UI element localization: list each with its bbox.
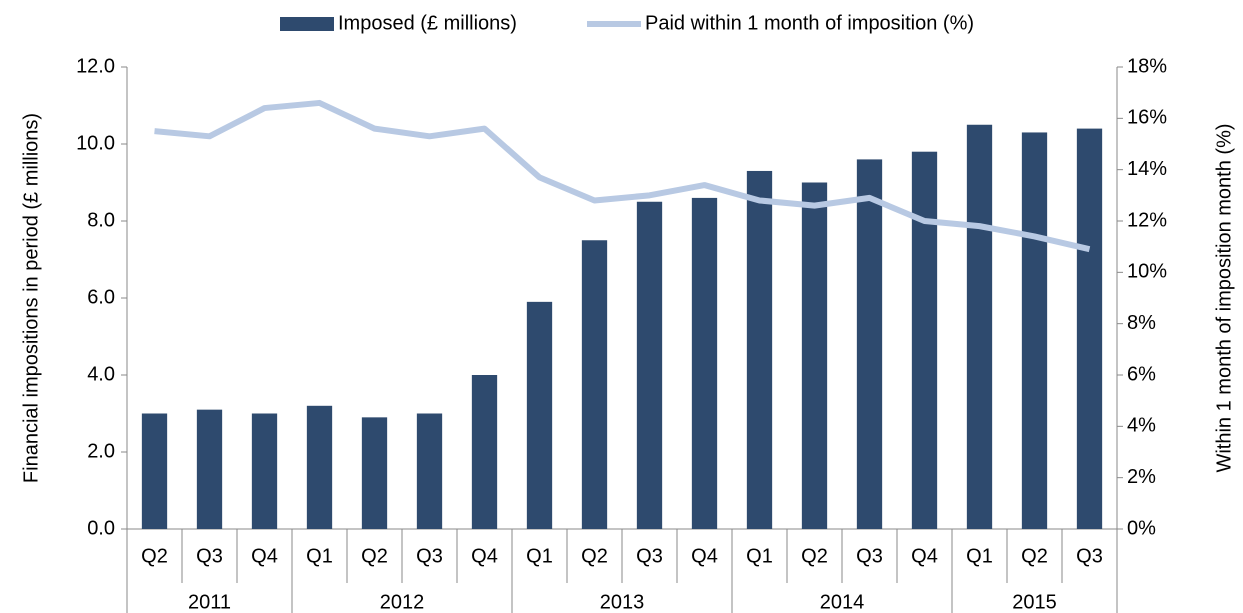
bar [801, 182, 828, 529]
y2-tick-label: 4% [1127, 415, 1156, 437]
bar [856, 159, 883, 529]
y2-tick-label: 18% [1127, 55, 1167, 77]
legend-label: Paid within 1 month of imposition (%) [645, 12, 974, 34]
x-group-label: 2014 [820, 591, 865, 613]
y-tick-label: 12.0 [76, 55, 115, 77]
y-tick-label: 10.0 [76, 132, 115, 154]
y-tick-label: 6.0 [87, 286, 115, 308]
x-tick-label: Q4 [691, 545, 718, 567]
y2-axis-label: Within 1 month of imposition month (%) [1213, 123, 1235, 472]
y2-tick-label: 0% [1127, 517, 1156, 539]
bar [966, 124, 993, 529]
y2-tick-label: 2% [1127, 466, 1156, 488]
y2-tick-label: 14% [1127, 158, 1167, 180]
bar [416, 413, 443, 529]
x-group-label: 2011 [188, 591, 231, 613]
bar [196, 409, 223, 529]
x-tick-label: Q1 [746, 545, 773, 567]
x-tick-label: Q2 [581, 545, 608, 567]
x-tick-label: Q2 [1021, 545, 1048, 567]
x-tick-label: Q4 [471, 545, 498, 567]
bar [581, 240, 608, 529]
y-tick-label: 2.0 [87, 440, 115, 462]
bar [911, 151, 938, 529]
x-tick-label: Q3 [636, 545, 663, 567]
x-group-label: 2013 [600, 591, 645, 613]
bar [251, 413, 278, 529]
x-tick-label: Q2 [141, 545, 168, 567]
x-group-label: 2012 [380, 591, 425, 613]
y-axis-label: Financial impositions in period (£ milli… [20, 113, 42, 483]
y2-tick-label: 6% [1127, 363, 1156, 385]
legend-label: Imposed (£ millions) [338, 12, 517, 34]
bar [691, 197, 718, 529]
y-tick-label: 0.0 [87, 517, 115, 539]
y2-tick-label: 10% [1127, 261, 1167, 283]
x-tick-label: Q1 [306, 545, 333, 567]
bar [306, 405, 333, 529]
bar [1021, 132, 1048, 529]
y2-tick-label: 12% [1127, 209, 1167, 231]
bar [361, 417, 388, 529]
x-tick-label: Q3 [1076, 545, 1103, 567]
x-tick-label: Q3 [196, 545, 223, 567]
bar [636, 201, 663, 529]
bar [1076, 128, 1103, 529]
x-tick-label: Q1 [526, 545, 553, 567]
x-tick-label: Q2 [801, 545, 828, 567]
bar [746, 170, 773, 529]
x-tick-label: Q3 [416, 545, 443, 567]
x-tick-label: Q4 [911, 545, 938, 567]
bar [141, 413, 168, 529]
line [154, 99, 1091, 253]
x-group-label: 2015 [1012, 591, 1057, 613]
y2-tick-label: 8% [1127, 312, 1156, 334]
bar [471, 375, 498, 529]
x-tick-label: Q2 [361, 545, 388, 567]
y2-tick-label: 16% [1127, 107, 1167, 129]
x-tick-label: Q4 [251, 545, 278, 567]
legend-swatch [280, 17, 334, 31]
bar [526, 301, 553, 529]
x-tick-label: Q3 [856, 545, 883, 567]
y-tick-label: 8.0 [87, 209, 115, 231]
y-tick-label: 4.0 [87, 363, 115, 385]
x-tick-label: Q1 [966, 545, 993, 567]
